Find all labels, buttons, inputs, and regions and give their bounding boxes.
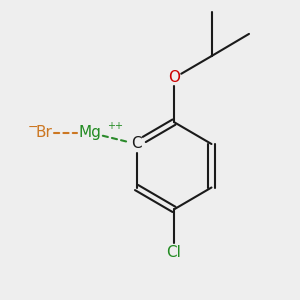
Text: Br: Br [36, 125, 53, 140]
Text: C: C [131, 136, 142, 152]
Text: −: − [28, 121, 38, 134]
Text: O: O [168, 70, 180, 86]
Text: Mg: Mg [79, 125, 101, 140]
Text: Cl: Cl [167, 245, 182, 260]
Text: ++: ++ [107, 121, 123, 131]
